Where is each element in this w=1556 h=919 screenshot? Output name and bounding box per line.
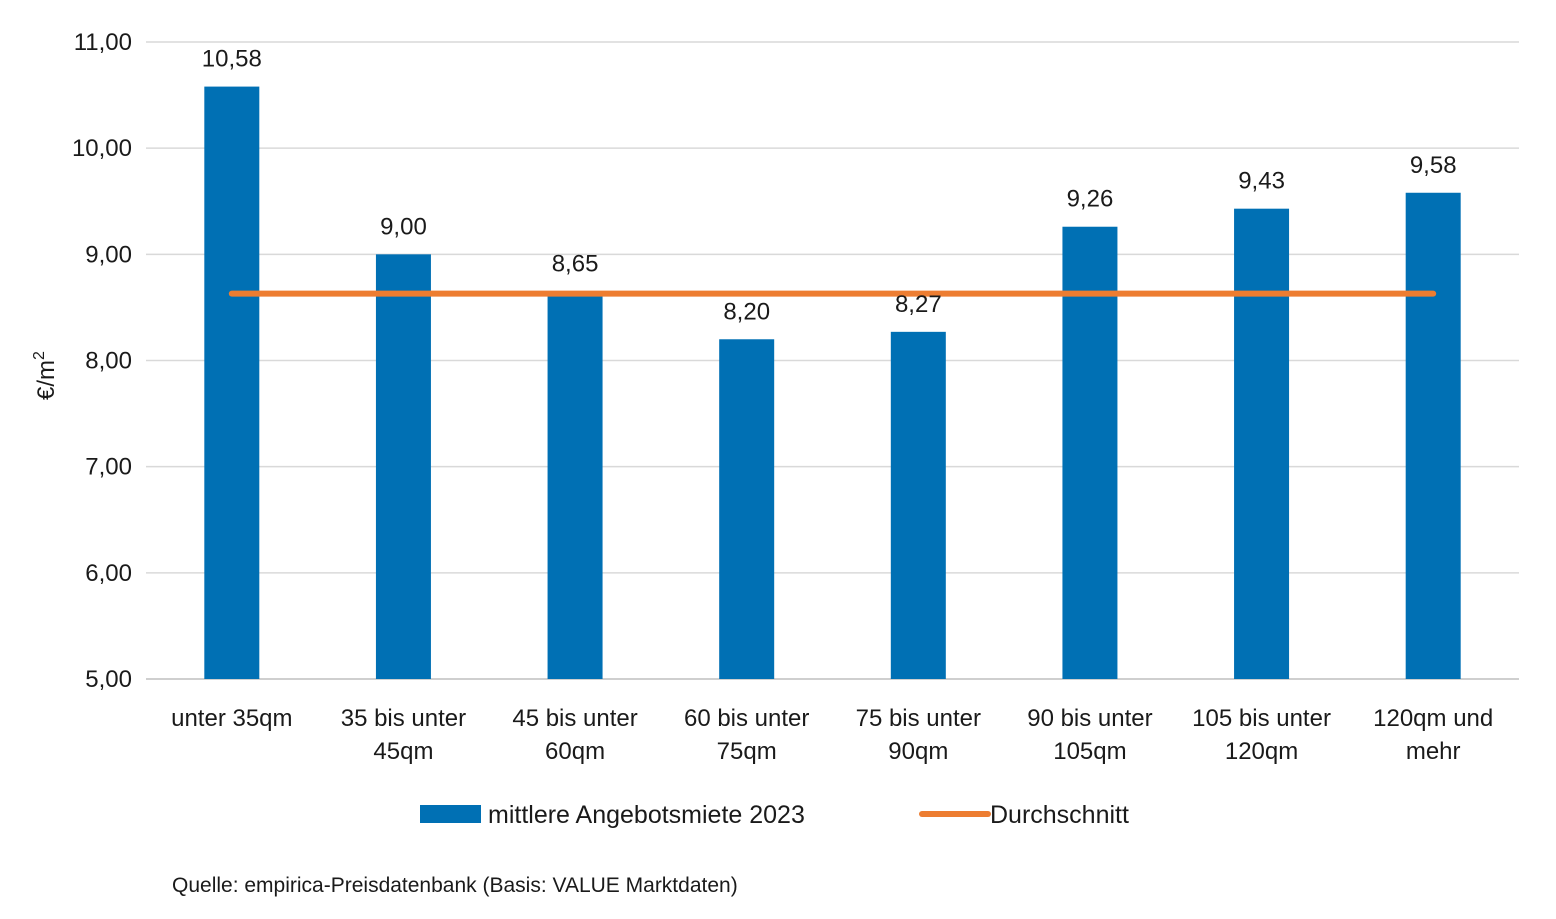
- x-tick-label: 45 bis unter: [512, 705, 637, 732]
- data-labels: 10,58 9,00 8,65 8,20 8,27 9,26 9,43 9,58: [202, 46, 1457, 326]
- x-tick-label: 35 bis unter: [341, 705, 466, 732]
- x-tick-label: 45qm: [373, 738, 433, 765]
- x-tick-label: 120qm: [1225, 738, 1298, 765]
- data-label: 9,00: [380, 213, 427, 240]
- gridlines: [146, 41, 1519, 680]
- bar: [375, 254, 431, 680]
- bar: [890, 331, 946, 679]
- data-label: 9,43: [1238, 168, 1285, 195]
- legend-swatch-bar: [420, 805, 481, 823]
- y-axis-label-main: €/m: [33, 360, 60, 400]
- x-tick-label: 105qm: [1053, 738, 1126, 765]
- x-tick-label: 120qm und: [1373, 705, 1493, 732]
- bar: [204, 86, 260, 680]
- bar: [547, 291, 603, 679]
- bar: [1062, 226, 1118, 680]
- bar: [719, 339, 775, 679]
- y-tick-label: 10,00: [72, 135, 132, 162]
- y-tick-label: 9,00: [85, 241, 132, 268]
- data-label: 10,58: [202, 46, 262, 73]
- y-tick-label: 11,00: [74, 29, 132, 56]
- x-tick-label: 60qm: [545, 738, 605, 765]
- x-tick-label: 105 bis unter: [1192, 705, 1331, 732]
- y-axis-label-sup: 2: [31, 351, 48, 360]
- bar: [1405, 192, 1461, 680]
- x-tick-label: 75 bis unter: [856, 705, 981, 732]
- x-tick-label: 90 bis unter: [1027, 705, 1152, 732]
- source-note: Quelle: empirica-Preisdatenbank (Basis: …: [172, 874, 738, 897]
- data-label: 8,27: [895, 291, 942, 318]
- y-axis-label: €/m2: [31, 351, 60, 400]
- data-label: 9,58: [1410, 152, 1457, 179]
- y-tick-label: 8,00: [85, 348, 132, 375]
- legend: mittlere Angebotsmiete 2023 Durchschnitt: [420, 801, 1129, 829]
- legend-label-line: Durchschnitt: [990, 801, 1129, 829]
- x-tick-label: unter 35qm: [171, 705, 292, 732]
- x-axis-labels: unter 35qm 35 bis unter 45qm 45 bis unter 60…: [171, 705, 1493, 765]
- y-tick-label: 7,00: [85, 454, 132, 481]
- data-label: 9,26: [1067, 186, 1114, 213]
- data-label: 8,20: [723, 298, 770, 325]
- bars: [204, 86, 1461, 680]
- x-tick-label: 75qm: [717, 738, 777, 765]
- x-tick-label: 60 bis unter: [684, 705, 809, 732]
- y-tick-label: 6,00: [85, 560, 132, 587]
- x-tick-label: 90qm: [888, 738, 948, 765]
- legend-label-bar: mittlere Angebotsmiete 2023: [488, 801, 805, 829]
- bar: [1234, 208, 1290, 679]
- y-axis-ticks: 5,00 6,00 7,00 8,00 9,00 10,00 11,00: [72, 29, 132, 693]
- y-tick-label: 5,00: [85, 666, 132, 693]
- x-tick-label: mehr: [1406, 738, 1461, 765]
- data-label: 8,65: [552, 250, 599, 277]
